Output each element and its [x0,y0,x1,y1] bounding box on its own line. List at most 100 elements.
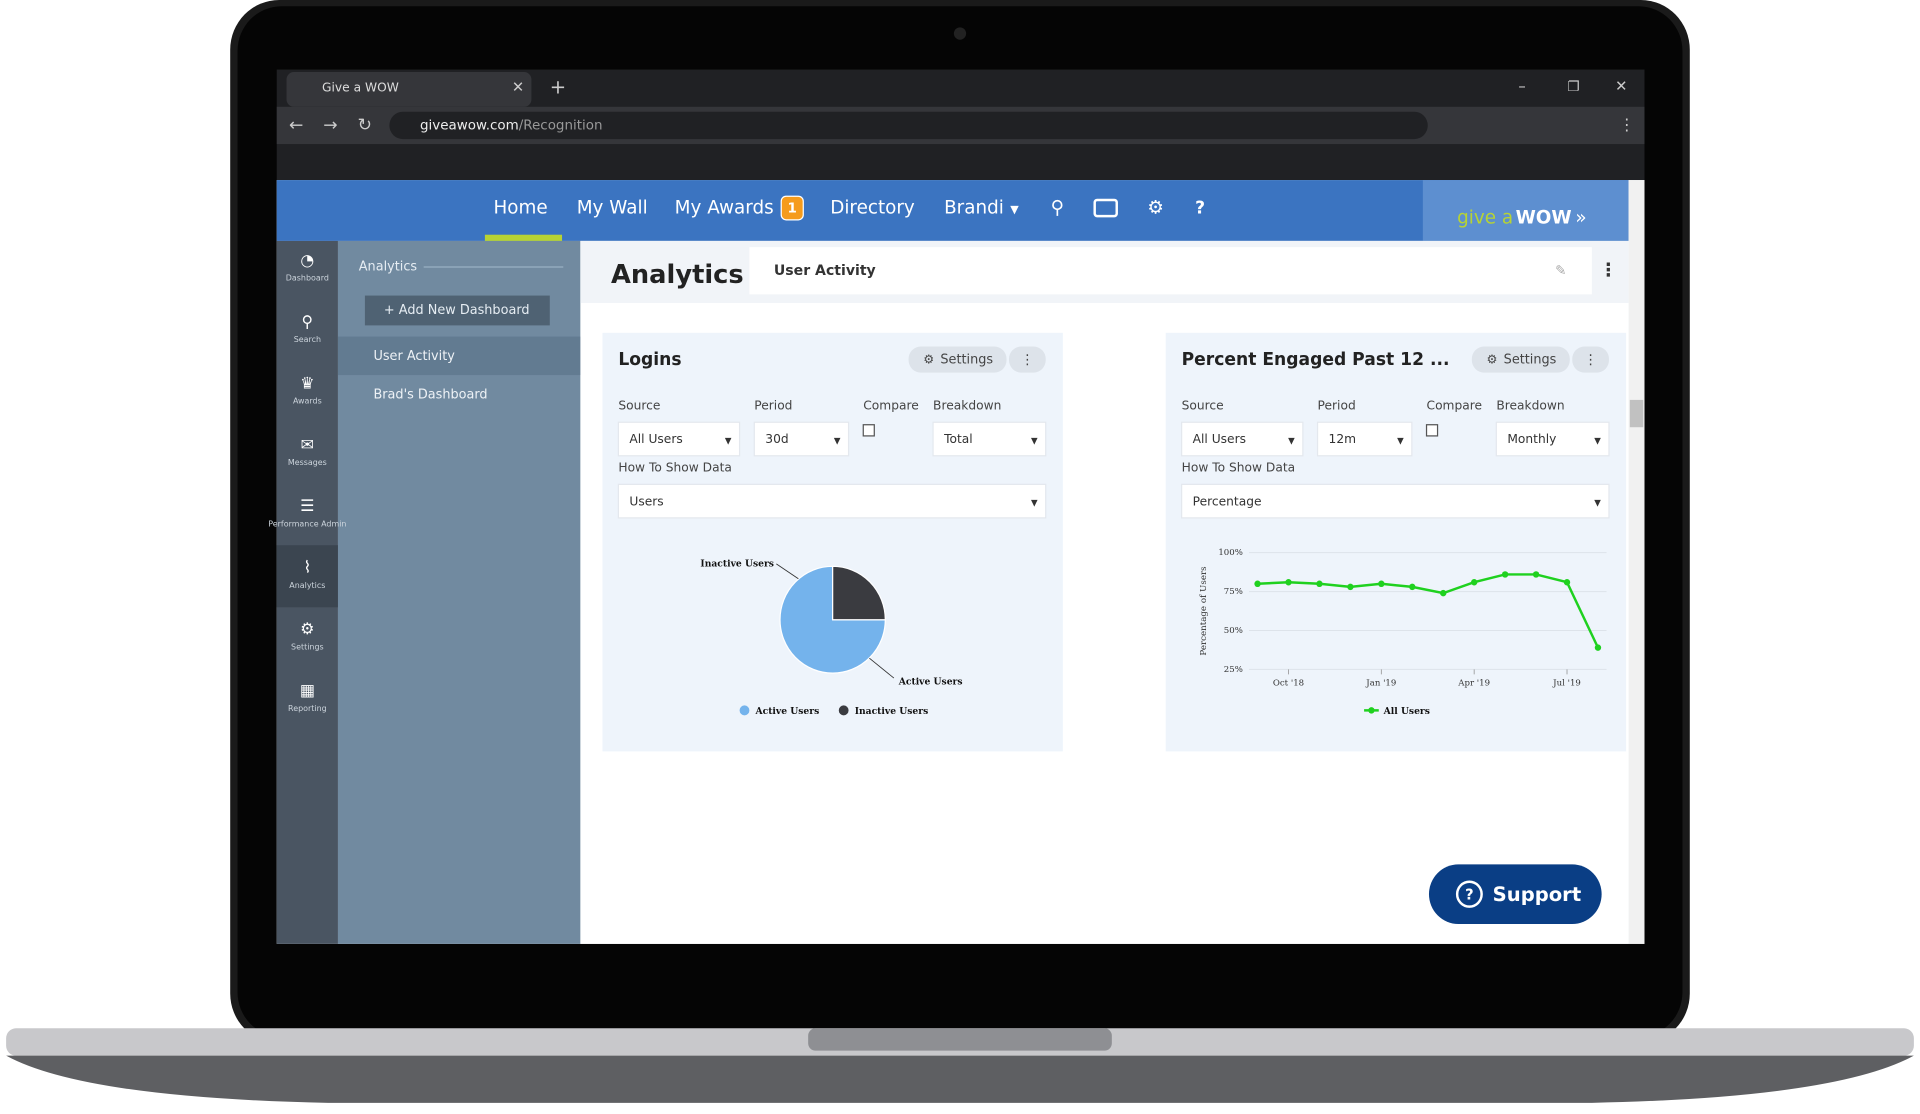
select-value: All Users [1193,432,1246,446]
widget-title: Percent Engaged Past 12 ... [1182,350,1450,370]
nav-item[interactable]: My Wall [577,198,648,219]
header-menu[interactable]: ⋮ [1599,260,1617,281]
sidebar-icon[interactable]: ✉ [301,435,314,454]
x-tick-label: Jul '19 [1552,679,1581,689]
widget [1165,332,1627,752]
field-label: Breakdown [1496,399,1564,413]
forward[interactable]: → [323,115,337,135]
widget-menu[interactable] [1572,346,1609,373]
scroll-thumb[interactable] [1629,399,1644,428]
x-tick-label: Jan '19 [1365,679,1396,689]
sidebar-icon[interactable]: ◔ [300,250,314,269]
nav-item[interactable]: My Awards [675,198,774,219]
sidebar-icon[interactable]: ⚲ [302,312,314,331]
sidebar-icon[interactable]: ☰ [300,496,314,515]
settings-icon[interactable]: ⚙ [1147,198,1163,219]
new-tab[interactable]: + [550,76,566,99]
select[interactable] [1181,421,1304,457]
select-caret: ▼ [1031,436,1038,446]
awards-badge [780,195,804,221]
pie-slice [832,565,886,621]
dashboard-link[interactable]: Brad's Dashboard [373,387,487,402]
sidebar-icon-label: Analytics [289,581,325,590]
select-value: Users [629,494,663,508]
settings-button[interactable] [908,346,1007,373]
leader [776,563,799,580]
menu[interactable]: ⋮ [1619,115,1635,134]
help-icon[interactable]: ? [1195,199,1205,219]
point [1285,578,1292,586]
field-label: Compare [1427,399,1483,413]
field-label: Source [1182,399,1224,413]
browser-tab[interactable] [286,72,532,107]
point [1501,571,1509,578]
select[interactable] [617,483,1047,519]
sidebar-icon[interactable]: ▦ [300,681,315,700]
support-button[interactable] [1428,864,1602,924]
minimize[interactable]: – [1518,78,1525,95]
page-tab[interactable]: User Activity [774,263,876,279]
sidebar-icon[interactable]: ♛ [300,373,314,392]
back[interactable]: ← [289,115,303,135]
address-bar[interactable] [389,111,1428,140]
select[interactable] [753,421,850,457]
settings-button[interactable] [1471,346,1570,373]
maximize[interactable]: ❐ [1567,79,1579,95]
slice-label: Active Users [898,676,963,687]
select[interactable] [932,421,1047,457]
sidebar-icon-label: Messages [288,458,327,467]
compare-checkbox[interactable] [862,424,875,437]
awards-badge-count: 1 [788,201,797,217]
add-dashboard[interactable] [364,295,550,326]
field-label: Period [754,399,792,413]
logo-prefix: give a [1457,208,1513,229]
legend-swatch [739,705,750,716]
select[interactable] [1181,483,1610,519]
nav-active [484,234,563,241]
sidebar-icon[interactable]: ⌇ [303,558,311,577]
nav-item[interactable]: Brandi [944,198,1004,219]
add-dashboard-label: + Add New Dashboard [384,303,530,318]
compare-checkbox[interactable] [1425,424,1439,437]
nav-item[interactable]: Home [493,198,547,219]
support-icon-mark: ? [1465,886,1474,903]
nav-item[interactable]: Directory [830,198,915,219]
select[interactable] [1316,421,1413,457]
select-value: 30d [765,432,788,446]
logo-main: WOW [1516,208,1572,229]
sidebar-icon-label: Performance Admin [268,520,346,529]
select-caret: ▼ [725,436,732,446]
legend-label: Inactive Users [855,706,929,717]
widget-menu-icon: ⋮ [1021,352,1034,368]
widget-menu[interactable] [1008,346,1046,373]
reload[interactable]: ↻ [358,115,372,135]
sidebar-icon[interactable]: ⚙ [300,619,314,638]
legend-swatch [838,705,849,716]
select[interactable] [617,421,741,457]
edit-icon[interactable]: ✎ [1555,263,1566,279]
slice-label: Inactive Users [700,558,774,569]
field-label: Compare [863,399,919,413]
y-tick-label: 25% [1224,665,1243,675]
inbox-icon[interactable] [1093,198,1118,218]
tab-close[interactable]: ✕ [512,79,524,96]
settings-label: Settings [1504,353,1557,368]
y-tick-label: 50% [1224,626,1243,636]
select[interactable] [1495,421,1610,457]
camera [953,27,967,40]
search-icon[interactable]: ⚲ [1051,198,1064,219]
field-label: Period [1318,399,1356,413]
x-tick-label: Apr '19 [1457,679,1490,689]
point [1378,580,1385,588]
logo: give a WOW» [1457,208,1586,229]
close[interactable]: ✕ [1615,78,1627,95]
leader [869,657,895,679]
sidebar-icon-label: Settings [291,643,324,652]
page-title: Analytics [611,260,744,290]
section-title: Analytics [359,259,418,274]
url-host: giveawow.com [420,117,519,133]
x-tick-label: Oct '18 [1273,679,1304,689]
dashboard-link[interactable]: User Activity [373,349,455,364]
